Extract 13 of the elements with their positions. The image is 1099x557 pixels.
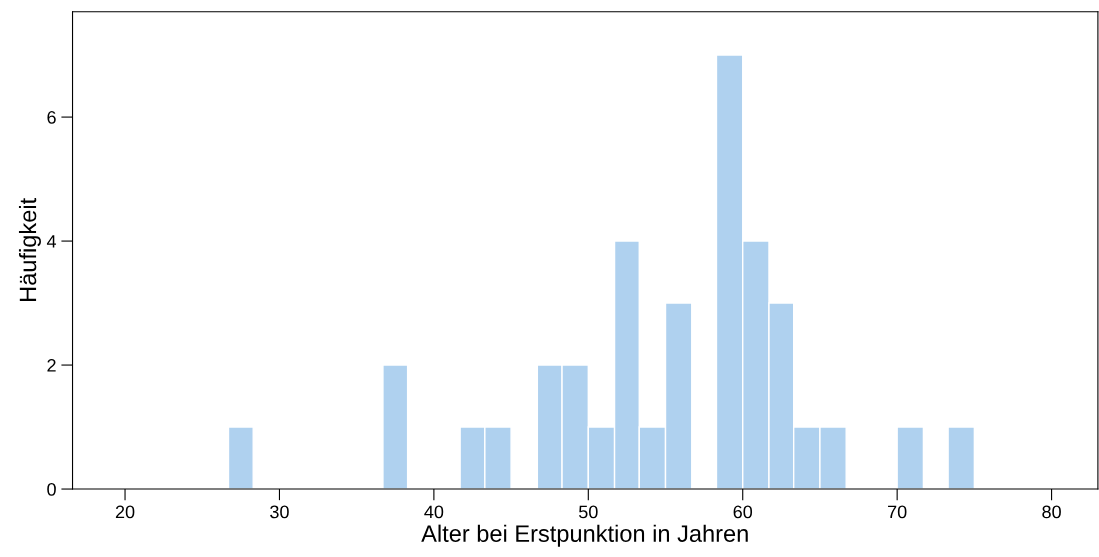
x-tick-label: 80	[1042, 505, 1061, 519]
x-tick-label: 40	[424, 505, 444, 519]
x-tick-label: 70	[888, 505, 907, 519]
y-axis-title: Häufigkeit	[18, 198, 41, 301]
y-tick-label: 0	[47, 482, 56, 496]
y-tick-label: 4	[46, 235, 57, 248]
x-tick-label: 20	[115, 505, 135, 519]
x-tick-label: 60	[733, 505, 753, 519]
y-tick-label: 2	[47, 358, 56, 372]
x-tick-label: 50	[578, 505, 598, 519]
y-tick-label: 6	[47, 111, 56, 124]
x-tick-label: 30	[270, 505, 289, 519]
x-axis-title: Alter bei Erstpunktion in Jahren	[421, 524, 748, 547]
